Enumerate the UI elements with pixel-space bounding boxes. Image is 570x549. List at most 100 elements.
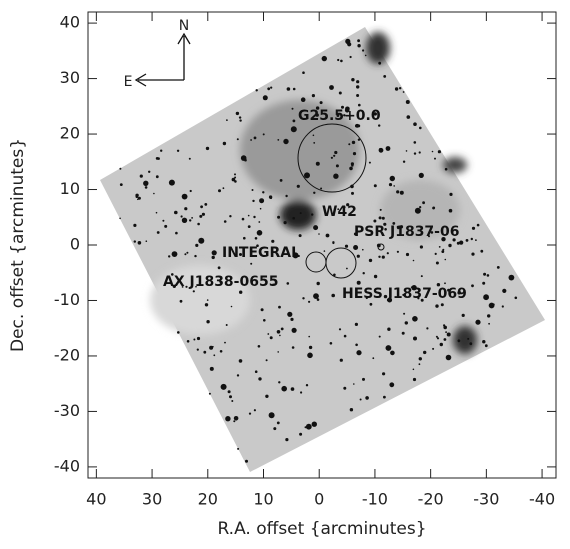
star: [347, 42, 352, 47]
star: [185, 285, 188, 288]
star: [390, 350, 395, 356]
x-tick-label: -30: [473, 490, 499, 509]
star: [239, 253, 242, 256]
star: [292, 87, 296, 91]
star: [410, 286, 413, 289]
star: [486, 274, 490, 277]
annotation: HESS J1837-069: [342, 286, 467, 302]
star: [162, 219, 165, 222]
star: [365, 297, 368, 300]
star: [352, 152, 357, 156]
star: [238, 116, 242, 119]
star: [412, 377, 417, 382]
star: [508, 276, 513, 280]
star: [259, 207, 262, 210]
star: [502, 288, 507, 293]
compass-north: N: [179, 18, 189, 34]
star: [444, 167, 448, 171]
star: [206, 320, 210, 324]
star: [378, 147, 384, 153]
star: [349, 166, 353, 171]
star: [452, 238, 456, 242]
star: [212, 345, 214, 348]
star: [350, 184, 354, 189]
star: [353, 232, 357, 236]
star: [230, 305, 233, 308]
x-tick-label: -20: [418, 490, 444, 509]
star: [280, 327, 284, 331]
star: [258, 377, 262, 381]
star: [313, 191, 316, 194]
star: [405, 100, 410, 104]
star: [250, 262, 253, 265]
star: [290, 387, 295, 391]
star: [253, 409, 256, 412]
star: [338, 91, 342, 95]
star: [333, 173, 339, 179]
star: [137, 196, 141, 200]
star: [171, 273, 174, 276]
star: [302, 297, 305, 300]
star: [237, 447, 240, 450]
star: [373, 112, 377, 116]
star: [160, 149, 163, 152]
star: [287, 311, 293, 317]
star: [268, 412, 275, 419]
star: [286, 87, 291, 91]
star: [308, 345, 313, 350]
star: [260, 308, 264, 312]
star: [378, 335, 381, 338]
star: [514, 296, 518, 300]
y-tick-label: -40: [54, 456, 80, 475]
star: [245, 459, 248, 463]
star: [323, 250, 326, 252]
star: [218, 189, 221, 193]
star: [269, 336, 273, 340]
image-field: [100, 27, 545, 472]
star: [383, 395, 386, 399]
star: [431, 150, 434, 153]
annotation: G25.5+0.0: [298, 108, 381, 124]
star: [176, 149, 180, 152]
star: [184, 207, 188, 211]
star: [388, 183, 393, 187]
star: [254, 237, 258, 240]
star: [241, 217, 245, 221]
star: [351, 191, 354, 195]
star: [457, 290, 462, 295]
star: [343, 206, 346, 209]
star: [444, 258, 447, 261]
star: [219, 350, 223, 353]
star: [233, 416, 239, 421]
star: [351, 78, 355, 82]
star: [348, 143, 351, 146]
star: [239, 290, 243, 294]
star: [344, 108, 350, 113]
star: [263, 319, 266, 322]
star: [341, 105, 344, 109]
star: [369, 302, 373, 306]
star: [229, 395, 232, 399]
star: [219, 280, 222, 283]
star: [403, 312, 406, 315]
star: [449, 192, 453, 196]
star: [320, 187, 323, 190]
star: [199, 214, 203, 218]
star: [217, 266, 221, 270]
star: [155, 175, 159, 179]
star: [231, 177, 236, 182]
star: [198, 237, 205, 244]
star: [471, 252, 475, 256]
star: [139, 174, 143, 178]
star: [439, 342, 443, 347]
star: [446, 332, 451, 337]
star: [291, 107, 294, 110]
star: [229, 215, 232, 218]
star: [299, 212, 302, 215]
star: [441, 250, 445, 254]
star: [445, 331, 447, 333]
star: [313, 142, 316, 144]
y-tick-label: 0: [70, 235, 80, 254]
x-tick-label: 0: [314, 490, 324, 509]
